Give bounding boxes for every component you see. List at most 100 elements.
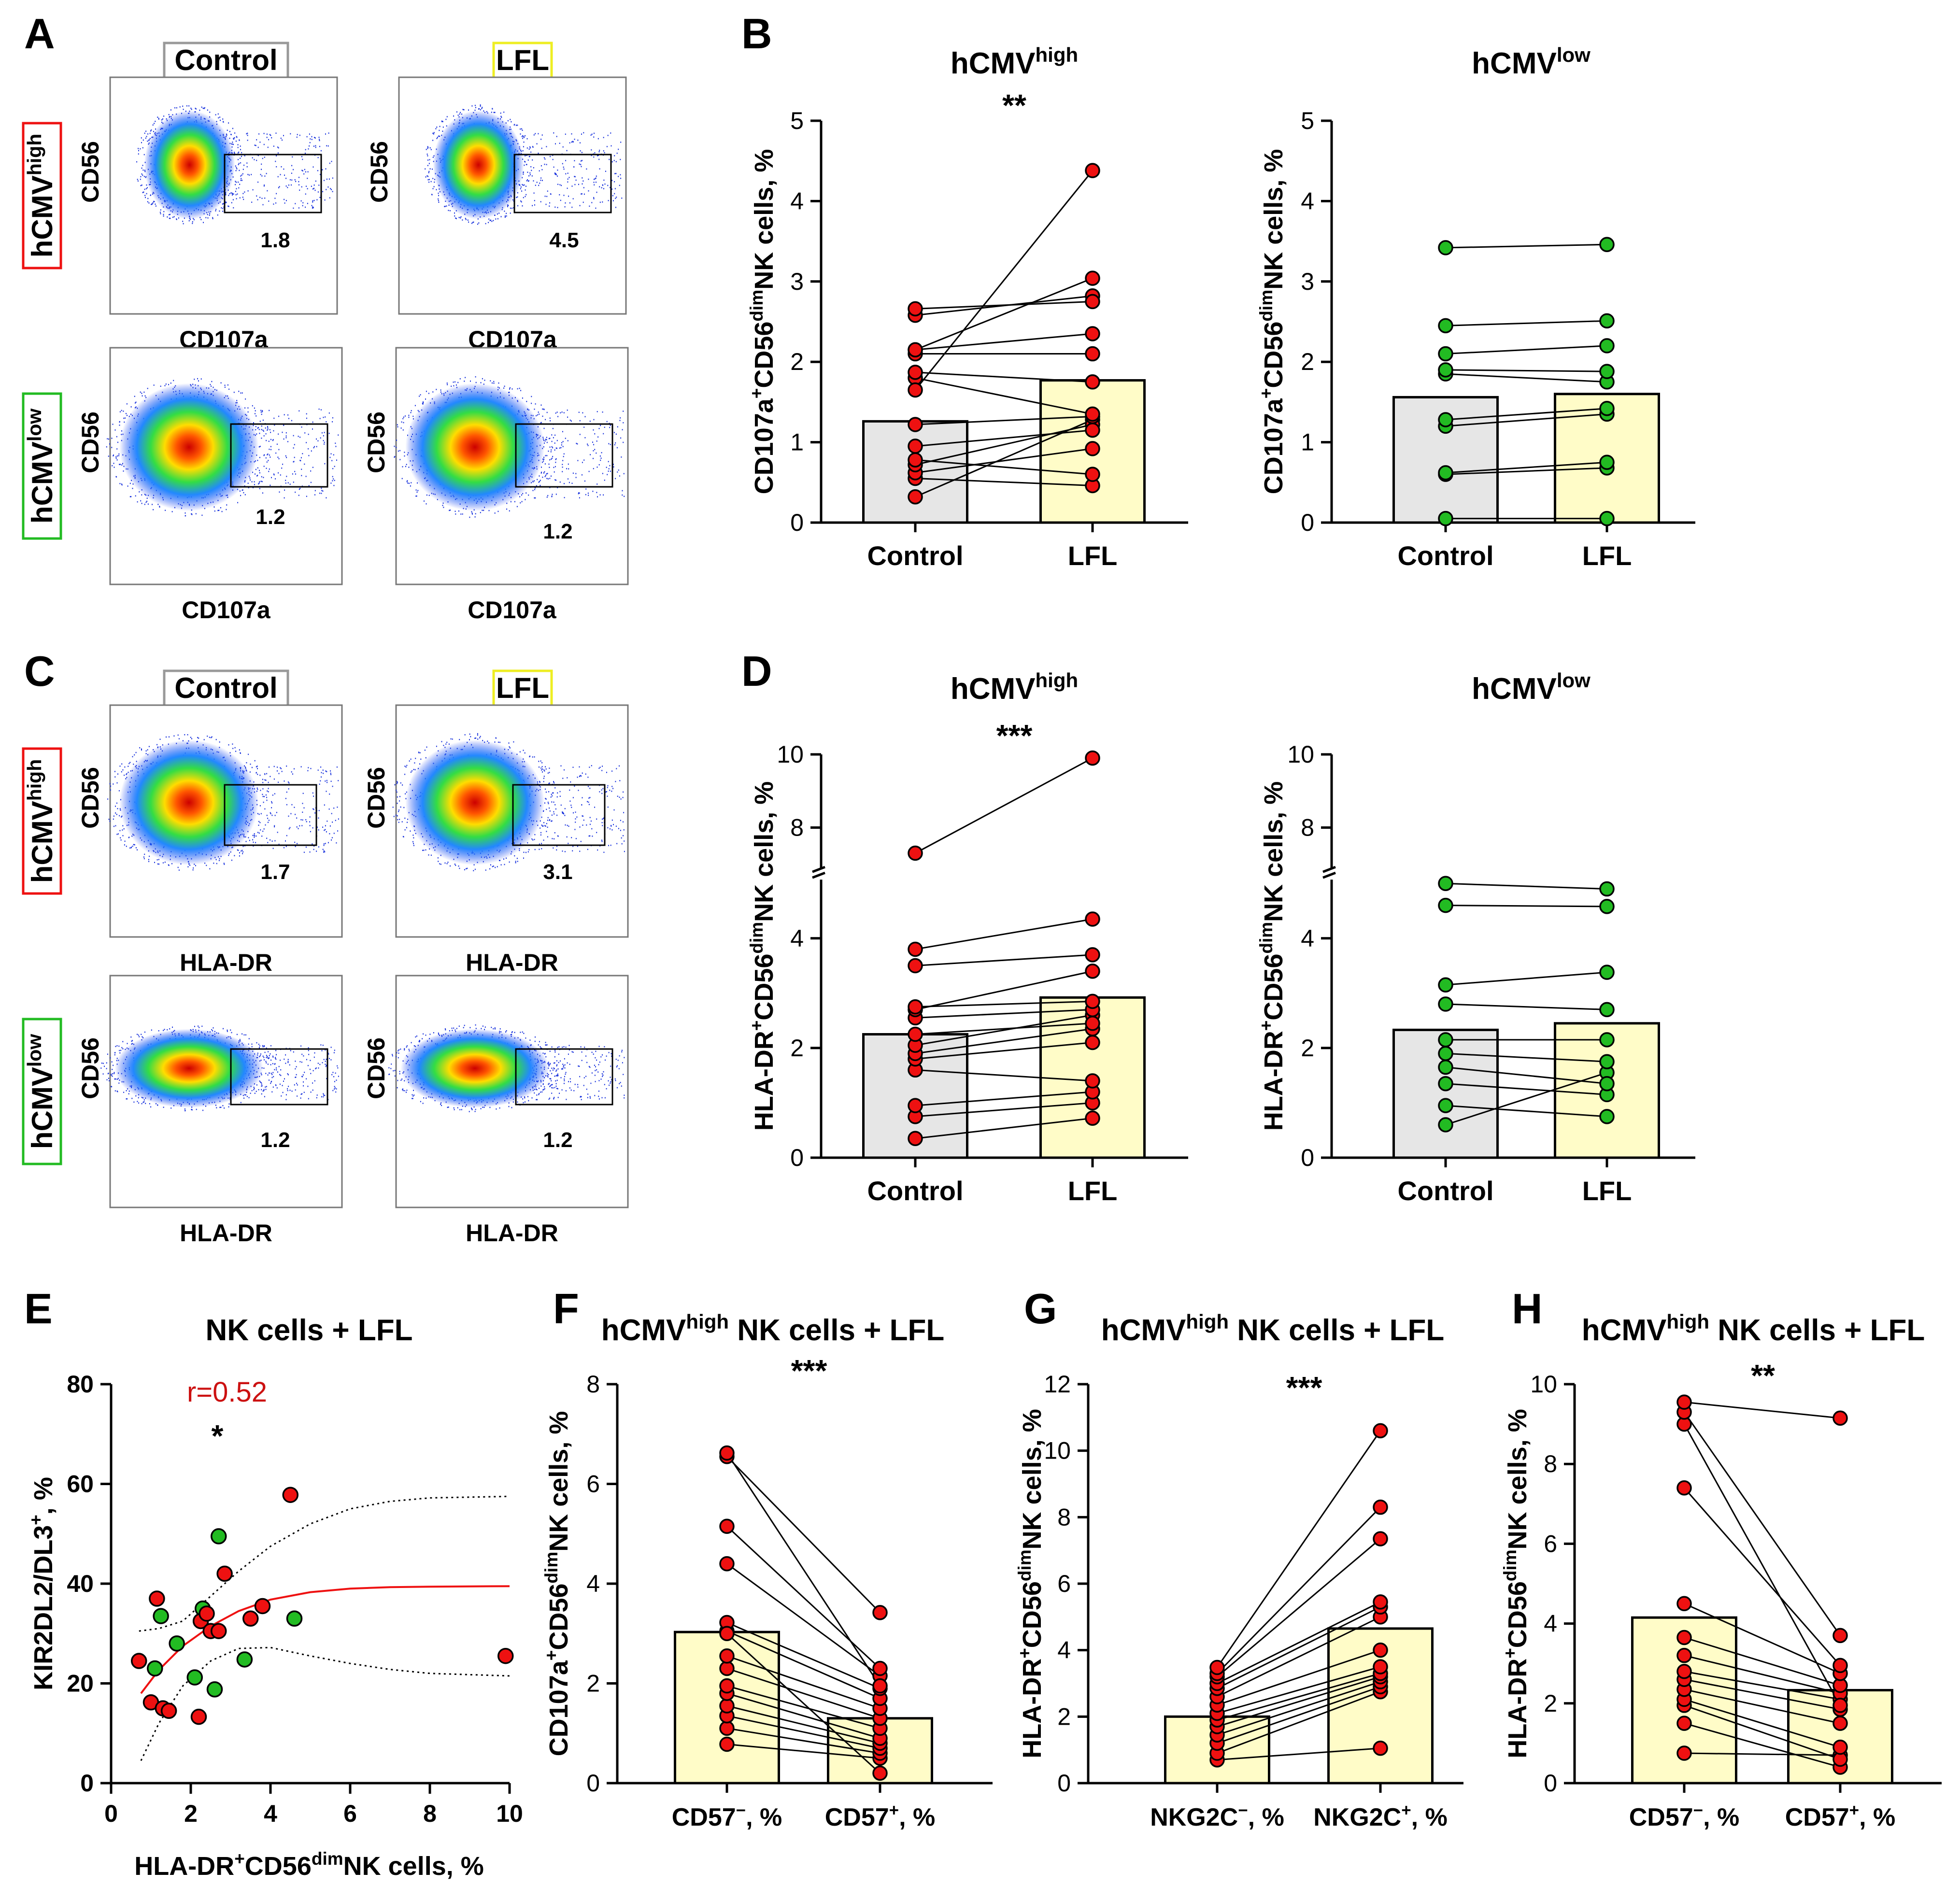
gate-value: 1.2 bbox=[256, 505, 285, 529]
text-run: CD107a bbox=[544, 1660, 573, 1756]
y-tick-label: 8 bbox=[1544, 1450, 1557, 1477]
panel-letter-a: A bbox=[24, 10, 55, 57]
text-run: hCMV bbox=[26, 441, 58, 524]
superscript: dim bbox=[541, 1552, 561, 1584]
pair-line bbox=[915, 1022, 1093, 1035]
data-point bbox=[1599, 338, 1615, 354]
pair-line bbox=[915, 1069, 1093, 1082]
data-point bbox=[1676, 1716, 1692, 1731]
panel-letter-b: B bbox=[741, 10, 772, 57]
pair-line bbox=[1445, 1105, 1607, 1118]
superscript: dim bbox=[1015, 1549, 1035, 1581]
data-point bbox=[1599, 313, 1615, 329]
chart-b-hcmv-high: 0 1 2 3 4 5 Control LFL hCMVhigh ** CD107a+CD56dim… bbox=[747, 43, 1188, 571]
pair-line bbox=[1216, 1506, 1381, 1674]
superscript: dim bbox=[1256, 290, 1276, 322]
text-run: NK cells + LFL bbox=[1709, 1314, 1925, 1347]
x-tick-label: LFL bbox=[1068, 1176, 1118, 1206]
pair-line bbox=[1445, 905, 1607, 908]
gate bbox=[224, 154, 322, 213]
x-tick-label: LFL bbox=[1068, 540, 1118, 571]
y-tick-label: 2 bbox=[1057, 1703, 1071, 1730]
pair-line bbox=[1216, 1430, 1381, 1668]
significance-stars: *** bbox=[1286, 1370, 1322, 1405]
text-run: CD56 bbox=[544, 1584, 573, 1650]
text-run: CD107a bbox=[1259, 398, 1288, 494]
pair-line bbox=[915, 429, 1093, 447]
data-point bbox=[1438, 346, 1453, 362]
x-tick-label: Control bbox=[1397, 1176, 1493, 1206]
x-axis-label: CD107a bbox=[468, 596, 557, 624]
pair-line bbox=[915, 448, 1093, 474]
pair-line bbox=[915, 954, 1093, 967]
data-point bbox=[1438, 1032, 1453, 1048]
y-tick-label: 0 bbox=[790, 509, 804, 536]
text-run: HLA-DR bbox=[750, 1031, 779, 1131]
y-axis-label: CD56 bbox=[363, 411, 390, 473]
x-tick-label: CD57−, % bbox=[672, 1801, 782, 1831]
column-header-lfl: LFL bbox=[496, 44, 549, 76]
pair-line bbox=[1684, 1602, 1841, 1674]
pair-line bbox=[915, 277, 1093, 351]
pair-line bbox=[1217, 1616, 1381, 1698]
gate bbox=[515, 1048, 613, 1106]
superscript: + bbox=[889, 1801, 899, 1820]
data-point bbox=[872, 1765, 888, 1781]
pair-line bbox=[915, 300, 1093, 310]
data-point bbox=[908, 382, 923, 398]
text-run: NK cells, % bbox=[343, 1852, 484, 1881]
data-point bbox=[719, 1678, 735, 1694]
data-point bbox=[1438, 510, 1453, 526]
text-run: CD56 bbox=[750, 954, 779, 1021]
data-point bbox=[1676, 1630, 1692, 1645]
pair-line bbox=[1445, 467, 1607, 475]
y-axis-label: CD56 bbox=[363, 767, 390, 829]
y-tick-label: 6 bbox=[1544, 1530, 1557, 1557]
data-point-red bbox=[131, 1653, 147, 1669]
pair-line bbox=[915, 970, 1093, 1010]
pair-line bbox=[1445, 1066, 1607, 1085]
y-axis-label: CD56 bbox=[77, 1037, 104, 1099]
pair-line bbox=[915, 757, 1093, 854]
pair-line bbox=[1217, 1686, 1381, 1744]
significance-stars: *** bbox=[996, 718, 1033, 753]
data-point bbox=[1438, 996, 1453, 1012]
text-run: NKG2C bbox=[1313, 1803, 1401, 1831]
pair-line bbox=[726, 1705, 881, 1744]
data-point bbox=[1438, 1046, 1453, 1061]
text-run: NKG2C bbox=[1150, 1803, 1238, 1831]
superscript: low bbox=[1557, 669, 1591, 692]
superscript: + bbox=[1849, 1801, 1859, 1820]
data-point bbox=[1085, 422, 1100, 438]
text-run: NK cells, % bbox=[750, 781, 779, 922]
data-point bbox=[1832, 1698, 1848, 1713]
y-axis-title: HLA-DR+CD56dimNK cells, % bbox=[1500, 1409, 1532, 1758]
data-point bbox=[1373, 1642, 1388, 1658]
text-run: NK cells, % bbox=[1503, 1409, 1532, 1549]
text-run: hCMV bbox=[26, 801, 58, 883]
text-run: hCMV bbox=[601, 1314, 686, 1347]
data-point bbox=[1085, 911, 1100, 927]
panel-letter-h: H bbox=[1512, 1285, 1543, 1333]
pair-line bbox=[914, 170, 1094, 391]
data-point bbox=[1599, 1002, 1615, 1018]
y-axis-title: HLA-DR+CD56dimNK cells, % bbox=[1015, 1409, 1047, 1758]
gate-value: 1.7 bbox=[260, 860, 290, 884]
data-point-red bbox=[190, 1708, 207, 1725]
superscript: − bbox=[1238, 1801, 1248, 1820]
data-point bbox=[1599, 899, 1615, 914]
pair-line bbox=[1445, 373, 1607, 383]
text-run: hCMV bbox=[951, 672, 1036, 706]
x-axis-label: HLA-DR bbox=[180, 949, 272, 976]
data-point bbox=[1438, 240, 1453, 255]
row-label-high: hCMVhigh bbox=[23, 759, 58, 883]
data-point bbox=[1373, 1594, 1388, 1610]
data-point-red bbox=[199, 1605, 215, 1622]
data-point bbox=[872, 1660, 888, 1676]
text-run: HLA-DR bbox=[134, 1852, 234, 1881]
y-tick-label: 3 bbox=[790, 268, 804, 295]
fit-curve bbox=[140, 1585, 510, 1694]
y-tick-label: 1 bbox=[790, 429, 804, 456]
data-point bbox=[1085, 346, 1100, 362]
y-axis-title: HLA-DR+CD56dimNK cells, % bbox=[1256, 781, 1288, 1131]
